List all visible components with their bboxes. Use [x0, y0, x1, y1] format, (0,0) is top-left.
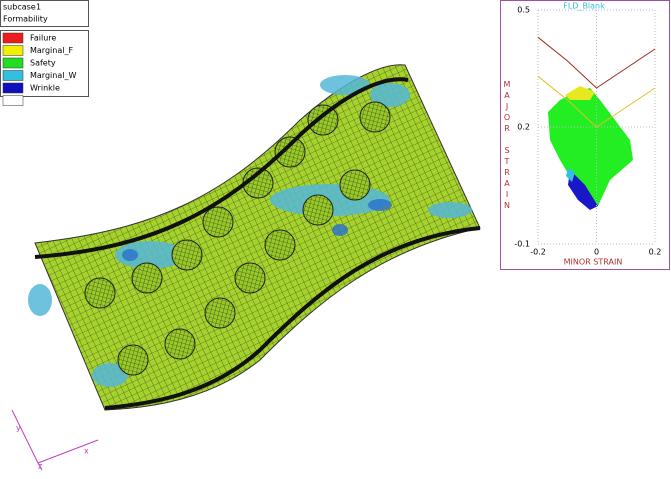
legend-label: Wrinkle: [30, 84, 60, 93]
legend-swatch: [2, 70, 24, 81]
y-tick-label: 0.2: [517, 123, 530, 132]
triad-y: y: [16, 424, 21, 433]
legend-label: Marginal_W: [30, 71, 76, 80]
subcase-value: 1: [36, 3, 41, 12]
x-tick-label: 0.2: [649, 248, 662, 257]
y-tick-label: 0.5: [517, 6, 530, 15]
triad: x y z: [11, 409, 99, 471]
triad-z: z: [38, 462, 42, 471]
part-mesh: [28, 64, 481, 411]
y-axis-label: MAJOR STRAIN: [503, 80, 512, 212]
limit-curve: [537, 75, 656, 128]
fld-panel: FLD_Blank MAJOR STRAIN MINOR STRAIN 0.5 0…: [500, 0, 670, 270]
x-axis-label: MINOR STRAIN: [564, 258, 623, 267]
legend-swatch: [2, 57, 24, 69]
y-tick-label: -0.1: [514, 240, 530, 249]
subcase-label: subcase: [3, 3, 36, 12]
legend: Failure Marginal_F Safety Marginal_W Wrinkle: [0, 30, 89, 106]
legend-label: Safety: [30, 59, 56, 68]
result-name: Formability: [3, 15, 48, 24]
limit-curve: [537, 36, 656, 89]
legend-swatch: [2, 95, 24, 106]
x-tick-label: -0.2: [530, 248, 546, 257]
legend-label: Marginal_F: [30, 46, 73, 55]
info-box: subcase 1 Formability: [0, 0, 89, 27]
legend-swatch: [2, 82, 24, 94]
chart-title: FLD_Blank: [563, 2, 605, 11]
triad-x: x: [84, 447, 89, 456]
point-cloud: [548, 86, 633, 210]
x-tick-label: 0: [594, 248, 599, 257]
legend-swatch: [2, 32, 24, 44]
legend-label: Failure: [30, 34, 56, 43]
legend-swatch: [2, 45, 24, 56]
